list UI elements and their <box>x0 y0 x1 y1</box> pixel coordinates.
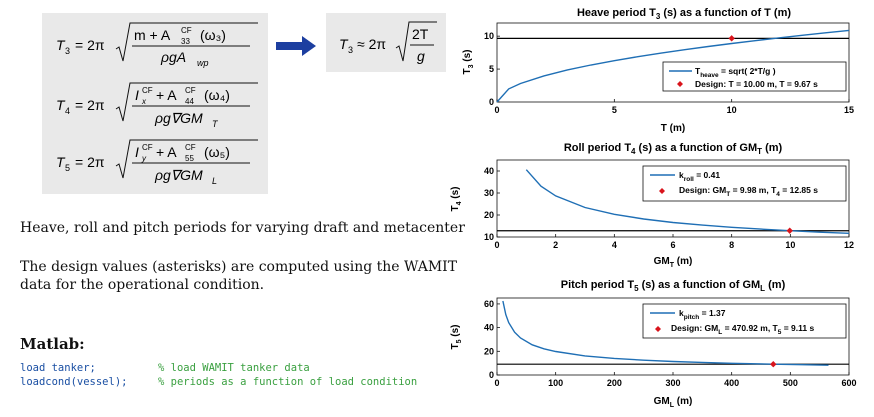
roll-design-marker <box>787 228 793 234</box>
heave-xtick-label: 15 <box>844 105 854 115</box>
pitch-xtick-label: 0 <box>494 378 499 388</box>
roll-xtick-label: 2 <box>553 240 558 250</box>
heave-ylabel: T3 (s) <box>462 49 475 74</box>
pitch-xlabel: GML (m) <box>654 396 693 409</box>
roll-xtick-label: 0 <box>494 240 499 250</box>
roll-legend-box <box>643 166 846 201</box>
roll-chart-title: Roll period T4 (s) as a function of GMT … <box>564 142 783 156</box>
roll-xtick-label: 4 <box>612 240 617 250</box>
pitch-ytick-label: 0 <box>489 370 494 380</box>
roll-xtick-label: 12 <box>844 240 854 250</box>
roll-legend: kroll = 0.41 Design: GMT = 9.98 m, T4 = … <box>643 166 846 201</box>
roll-ytick-label: 40 <box>484 166 494 176</box>
roll-xtick-label: 8 <box>729 240 734 250</box>
pitch-design-marker <box>770 361 776 367</box>
roll-ytick-label: 10 <box>484 232 494 242</box>
pitch-ylabel: T5 (s) <box>450 324 463 349</box>
roll-chart: Roll period T4 (s) as a function of GMT … <box>450 142 854 269</box>
pitch-chart: Pitch period T5 (s) as a function of GML… <box>450 279 857 409</box>
heave-chart-title: Heave period T3 (s) as a function of T (… <box>577 7 791 21</box>
pitch-xtick-label: 500 <box>783 378 798 388</box>
heave-ytick-label: 0 <box>489 97 494 107</box>
pitch-xtick-label: 400 <box>724 378 739 388</box>
roll-xlabel: GMT (m) <box>654 256 693 269</box>
roll-ylabel: T4 (s) <box>450 186 463 211</box>
roll-ytick-label: 20 <box>484 210 494 220</box>
pitch-legend: kpitch = 1.37 Design: GML = 470.92 m, T5… <box>643 304 846 338</box>
pitch-xtick-label: 300 <box>665 378 680 388</box>
pitch-chart-title: Pitch period T5 (s) as a function of GML… <box>561 279 786 293</box>
pitch-xtick-label: 600 <box>841 378 856 388</box>
heave-legend-label-2: Design: T = 10.00 m, T = 9.67 s <box>695 79 818 89</box>
pitch-xtick-label: 100 <box>548 378 563 388</box>
pitch-ytick-label: 60 <box>484 299 494 309</box>
heave-xtick-label: 5 <box>612 105 617 115</box>
roll-xtick-label: 6 <box>670 240 675 250</box>
heave-xtick-label: 0 <box>494 105 499 115</box>
heave-xlabel: T (m) <box>661 123 685 134</box>
heave-ytick-label: 10 <box>484 31 494 41</box>
roll-ytick-label: 30 <box>484 188 494 198</box>
pitch-ytick-label: 40 <box>484 323 494 333</box>
heave-xtick-label: 10 <box>727 105 737 115</box>
pitch-ytick-label: 20 <box>484 346 494 356</box>
heave-design-marker <box>728 35 734 41</box>
heave-chart: Heave period T3 (s) as a function of T (… <box>462 7 854 134</box>
heave-legend: Theave = sqrt( 2*T/g ) Design: T = 10.00… <box>663 62 846 91</box>
roll-xtick-label: 10 <box>785 240 795 250</box>
pitch-xtick-label: 200 <box>607 378 622 388</box>
heave-ytick-label: 5 <box>489 64 494 74</box>
